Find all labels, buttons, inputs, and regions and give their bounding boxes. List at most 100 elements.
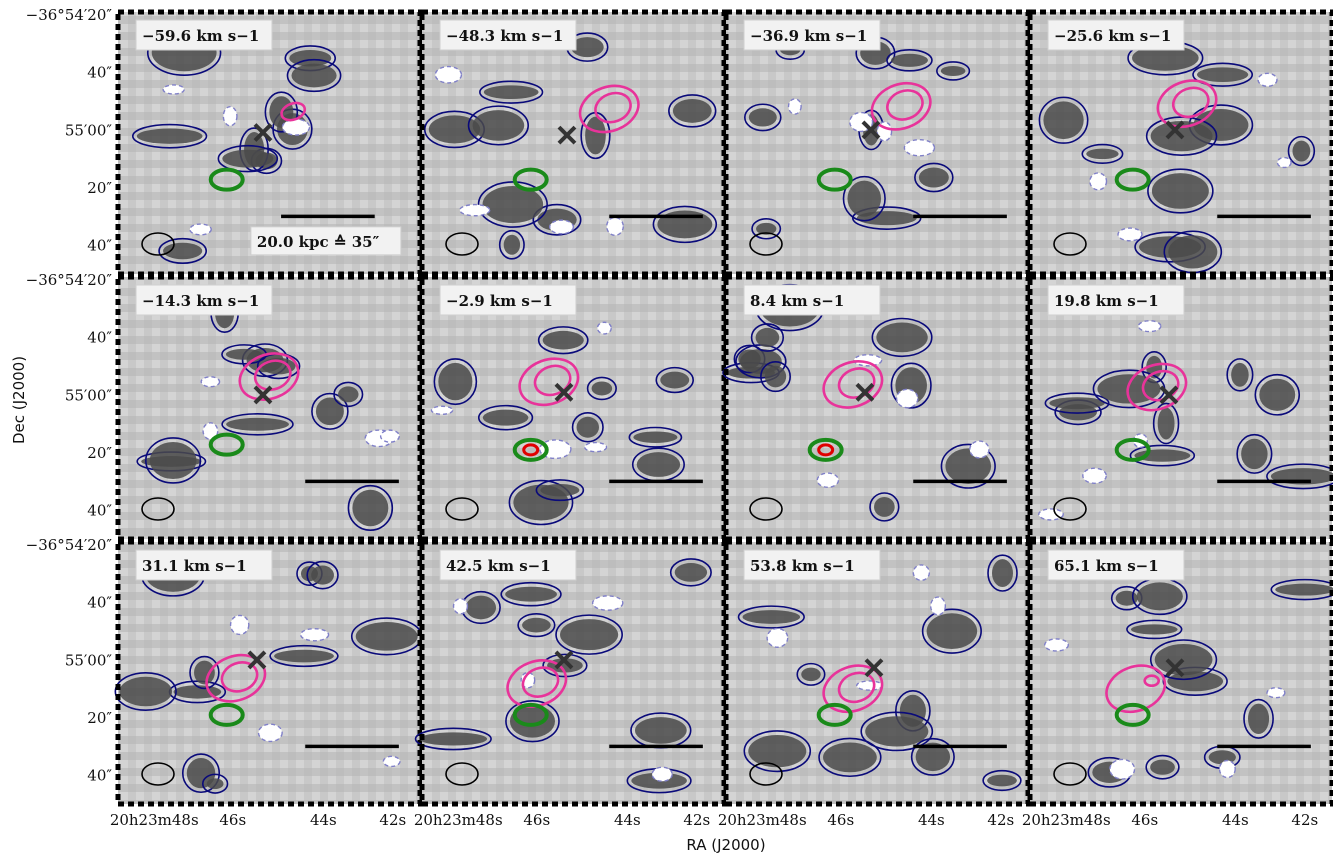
velocity-label-box: [743, 549, 881, 581]
channel-panel: 65.1 km s−1: [1027, 539, 1333, 807]
axes-group: −36°54′20″ 40″ 55′00″ 20″ 40″ −36°54′20″ 40″ 55…: [10, 6, 1318, 854]
positive-contour: [145, 437, 202, 484]
emission-blob: [1136, 582, 1183, 611]
emission-blob: [136, 128, 203, 144]
channel-panel: 8.4 km s−1: [722, 274, 1031, 542]
emission-blob: [1231, 362, 1249, 387]
positive-contour: [886, 48, 933, 72]
emission-blob: [801, 667, 821, 682]
emission-blob: [755, 327, 780, 348]
emission-blob: [472, 110, 525, 141]
pink-contour-inner: [521, 666, 560, 698]
positive-contour: [347, 484, 394, 532]
red-contour: [522, 443, 540, 457]
emission-blob: [1043, 101, 1084, 140]
negative-contour: [816, 472, 840, 488]
emission-blob: [465, 595, 497, 620]
beam-ellipse: [749, 232, 783, 256]
negative-contour: [548, 219, 575, 235]
velocity-label: 53.8 km s−1: [750, 557, 855, 575]
positive-contour: [1081, 143, 1124, 164]
dec-tick-label: 55′00″: [65, 121, 113, 139]
dec-tick-label: 40″: [87, 594, 112, 612]
pink-contour-outer: [1143, 674, 1160, 688]
negative-contour: [591, 595, 624, 611]
emission-blob: [1049, 397, 1105, 410]
negative-contour: [1257, 72, 1278, 88]
green-contour: [512, 437, 549, 462]
positive-contour: [737, 605, 805, 629]
positive-contour: [743, 730, 812, 773]
emission-blob: [186, 758, 216, 789]
velocity-label: −36.9 km s−1: [750, 27, 867, 45]
beam-ellipse: [1053, 497, 1087, 521]
negative-contour: [903, 138, 936, 157]
beam-ellipse: [445, 762, 479, 786]
positive-contour: [1038, 96, 1089, 144]
positive-contour: [842, 175, 886, 222]
green-contour: [208, 167, 245, 192]
velocity-label: 19.8 km s−1: [1054, 292, 1159, 310]
panel-frame: [419, 9, 727, 277]
x-axis-title: RA (J2000): [686, 836, 765, 854]
velocity-label: −48.3 km s−1: [446, 27, 563, 45]
positive-contour: [333, 381, 364, 408]
velocity-label-box: [135, 284, 273, 316]
ra-tick-label: 20h23m48s: [718, 811, 807, 829]
positive-contour: [498, 229, 525, 260]
positive-contour: [1266, 463, 1333, 490]
emission-blob: [438, 362, 473, 401]
panel-frame: [1027, 9, 1333, 277]
positive-contour: [652, 205, 718, 244]
positive-contour: [1226, 358, 1254, 392]
negative-contour: [929, 596, 947, 616]
emission-blob: [482, 185, 544, 224]
emission-blob: [926, 613, 978, 650]
negative-contour: [1276, 156, 1292, 169]
emission-blob: [355, 622, 418, 651]
green-contour: [807, 437, 844, 462]
emission-blob: [483, 85, 539, 100]
emission-blob: [891, 53, 928, 67]
positive-contour: [414, 727, 492, 751]
emission-blob: [633, 431, 678, 443]
negative-contour: [1089, 172, 1108, 191]
emission-blob: [915, 742, 951, 772]
positive-contour: [1243, 698, 1274, 739]
emission-blob: [570, 37, 604, 58]
cross-marker: [253, 385, 273, 405]
emission-blob: [542, 330, 584, 350]
ra-tick-label: 46s: [219, 811, 246, 829]
positive-contour: [311, 392, 349, 430]
beam-ellipse: [141, 497, 175, 521]
emission-blob: [1151, 173, 1209, 209]
velocity-label: 31.1 km s−1: [142, 557, 247, 575]
emission-blob: [149, 441, 197, 479]
negative-contour: [606, 216, 625, 237]
positive-contour: [269, 644, 339, 668]
ra-tick-label: 20h23m48s: [414, 811, 503, 829]
positive-contour: [982, 769, 1022, 792]
positive-contour: [477, 404, 534, 431]
dec-tick-label: 40″: [87, 767, 112, 785]
emission-blob: [756, 222, 777, 235]
emission-blob: [1275, 583, 1333, 596]
velocity-label: 8.4 km s−1: [750, 292, 844, 310]
negative-contour: [766, 627, 789, 648]
negative-contour: [229, 614, 250, 636]
positive-contour: [217, 144, 279, 173]
positive-contour: [221, 413, 294, 436]
emission-blob: [225, 348, 263, 360]
emission-blob: [636, 452, 681, 477]
emission-blob: [505, 586, 557, 602]
positive-contour: [500, 581, 562, 607]
green-contour: [208, 432, 245, 457]
positive-contour: [851, 206, 922, 230]
positive-contour: [910, 737, 955, 776]
dec-tick-label: 55′00″: [65, 651, 113, 669]
pink-contour-outer: [518, 357, 580, 407]
dec-tick-label: 20″: [87, 444, 112, 462]
emission-blob: [1150, 759, 1175, 775]
positive-contour: [306, 560, 339, 590]
positive-contour: [114, 672, 177, 712]
